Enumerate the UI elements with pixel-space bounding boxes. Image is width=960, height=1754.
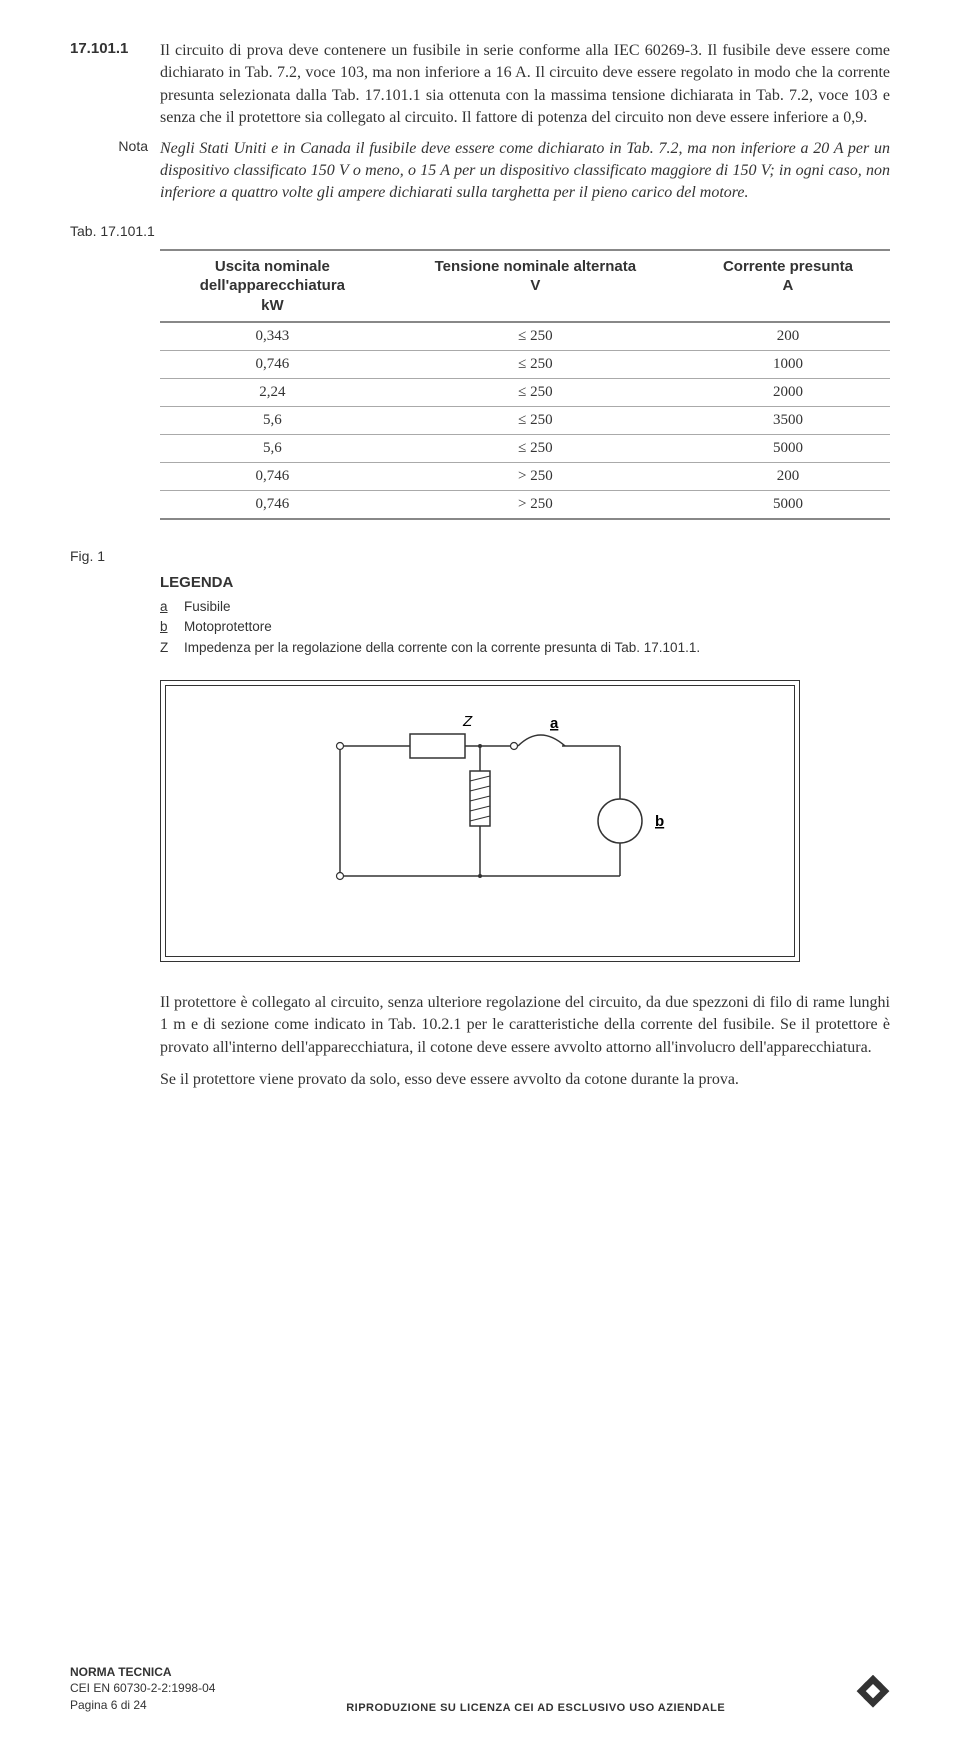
legenda-row-z: Z Impedenza per la regolazione della cor… bbox=[160, 638, 890, 658]
circuit-label-b: b bbox=[655, 813, 664, 830]
figure-label: Fig. 1 bbox=[70, 548, 890, 564]
circuit-label-z: Z bbox=[462, 713, 473, 730]
bottom-text: Il protettore è collegato al circuito, s… bbox=[160, 992, 890, 1092]
th-col1-l1: Uscita nominale bbox=[215, 258, 330, 275]
legenda-key: Z bbox=[160, 638, 184, 658]
th-col1-l2: dell'apparecchiatura bbox=[200, 277, 345, 294]
table-body: 0,343≤ 250200 0,746≤ 2501000 2,24≤ 25020… bbox=[160, 322, 890, 519]
nota-block: Nota Negli Stati Uniti e in Canada il fu… bbox=[70, 138, 890, 205]
bottom-p2: Se il protettore viene provato da solo, … bbox=[160, 1069, 890, 1091]
legenda-title: LEGENDA bbox=[160, 574, 890, 591]
th-col2-l1: Tensione nominale alternata bbox=[435, 258, 636, 275]
section-17-101-1: 17.101.1 Il circuito di prova deve conte… bbox=[70, 40, 890, 130]
th-col1-l3: kW bbox=[261, 297, 284, 314]
circuit-label-a: a bbox=[550, 715, 559, 732]
footer-l2: CEI EN 60730-2-2:1998-04 bbox=[70, 1680, 215, 1697]
circuit-figure-box: Z a b bbox=[160, 680, 800, 962]
page-footer: NORMA TECNICA CEI EN 60730-2-2:1998-04 P… bbox=[70, 1664, 890, 1714]
th-col3-l2: A bbox=[783, 277, 794, 294]
legenda-row-a: a Fusibile bbox=[160, 597, 890, 617]
table-row: 0,746> 250200 bbox=[160, 463, 890, 491]
nota-text: Negli Stati Uniti e in Canada il fusibil… bbox=[160, 138, 890, 205]
table-row: 0,746≤ 2501000 bbox=[160, 351, 890, 379]
legenda-key: b bbox=[160, 617, 184, 637]
legenda-desc: Fusibile bbox=[184, 597, 890, 617]
table-17-101-1: Uscita nominale dell'apparecchiatura kW … bbox=[160, 249, 890, 521]
legenda-row-b: b Motoprotettore bbox=[160, 617, 890, 637]
table-row: 5,6≤ 2505000 bbox=[160, 435, 890, 463]
footer-center: RIPRODUZIONE SU LICENZA CEI AD ESCLUSIVO… bbox=[215, 1702, 856, 1714]
nota-label: Nota bbox=[70, 138, 160, 205]
th-col2-l2: V bbox=[530, 277, 540, 294]
legenda-desc: Motoprotettore bbox=[184, 617, 890, 637]
table-row: 2,24≤ 2502000 bbox=[160, 379, 890, 407]
table-row: 0,746> 2505000 bbox=[160, 491, 890, 520]
legenda-desc: Impedenza per la regolazione della corre… bbox=[184, 638, 890, 658]
th-col3: Corrente presunta A bbox=[686, 250, 890, 323]
footer-left: NORMA TECNICA CEI EN 60730-2-2:1998-04 P… bbox=[70, 1664, 215, 1714]
table-row: 0,343≤ 250200 bbox=[160, 322, 890, 351]
circuit-svg: Z a b bbox=[280, 706, 680, 926]
table-label: Tab. 17.101.1 bbox=[70, 223, 890, 239]
section-number: 17.101.1 bbox=[70, 40, 160, 130]
table-row: 5,6≤ 2503500 bbox=[160, 407, 890, 435]
footer-l3: Pagina 6 di 24 bbox=[70, 1697, 215, 1714]
section-paragraph: Il circuito di prova deve contenere un f… bbox=[160, 40, 890, 130]
th-col1: Uscita nominale dell'apparecchiatura kW bbox=[160, 250, 385, 323]
bottom-p1: Il protettore è collegato al circuito, s… bbox=[160, 992, 890, 1059]
legenda-key: a bbox=[160, 597, 184, 617]
circuit-figure: Z a b bbox=[165, 685, 795, 957]
th-col2: Tensione nominale alternata V bbox=[385, 250, 686, 323]
th-col3-l1: Corrente presunta bbox=[723, 258, 853, 275]
cei-logo-icon bbox=[856, 1675, 890, 1714]
footer-l1: NORMA TECNICA bbox=[70, 1664, 215, 1681]
